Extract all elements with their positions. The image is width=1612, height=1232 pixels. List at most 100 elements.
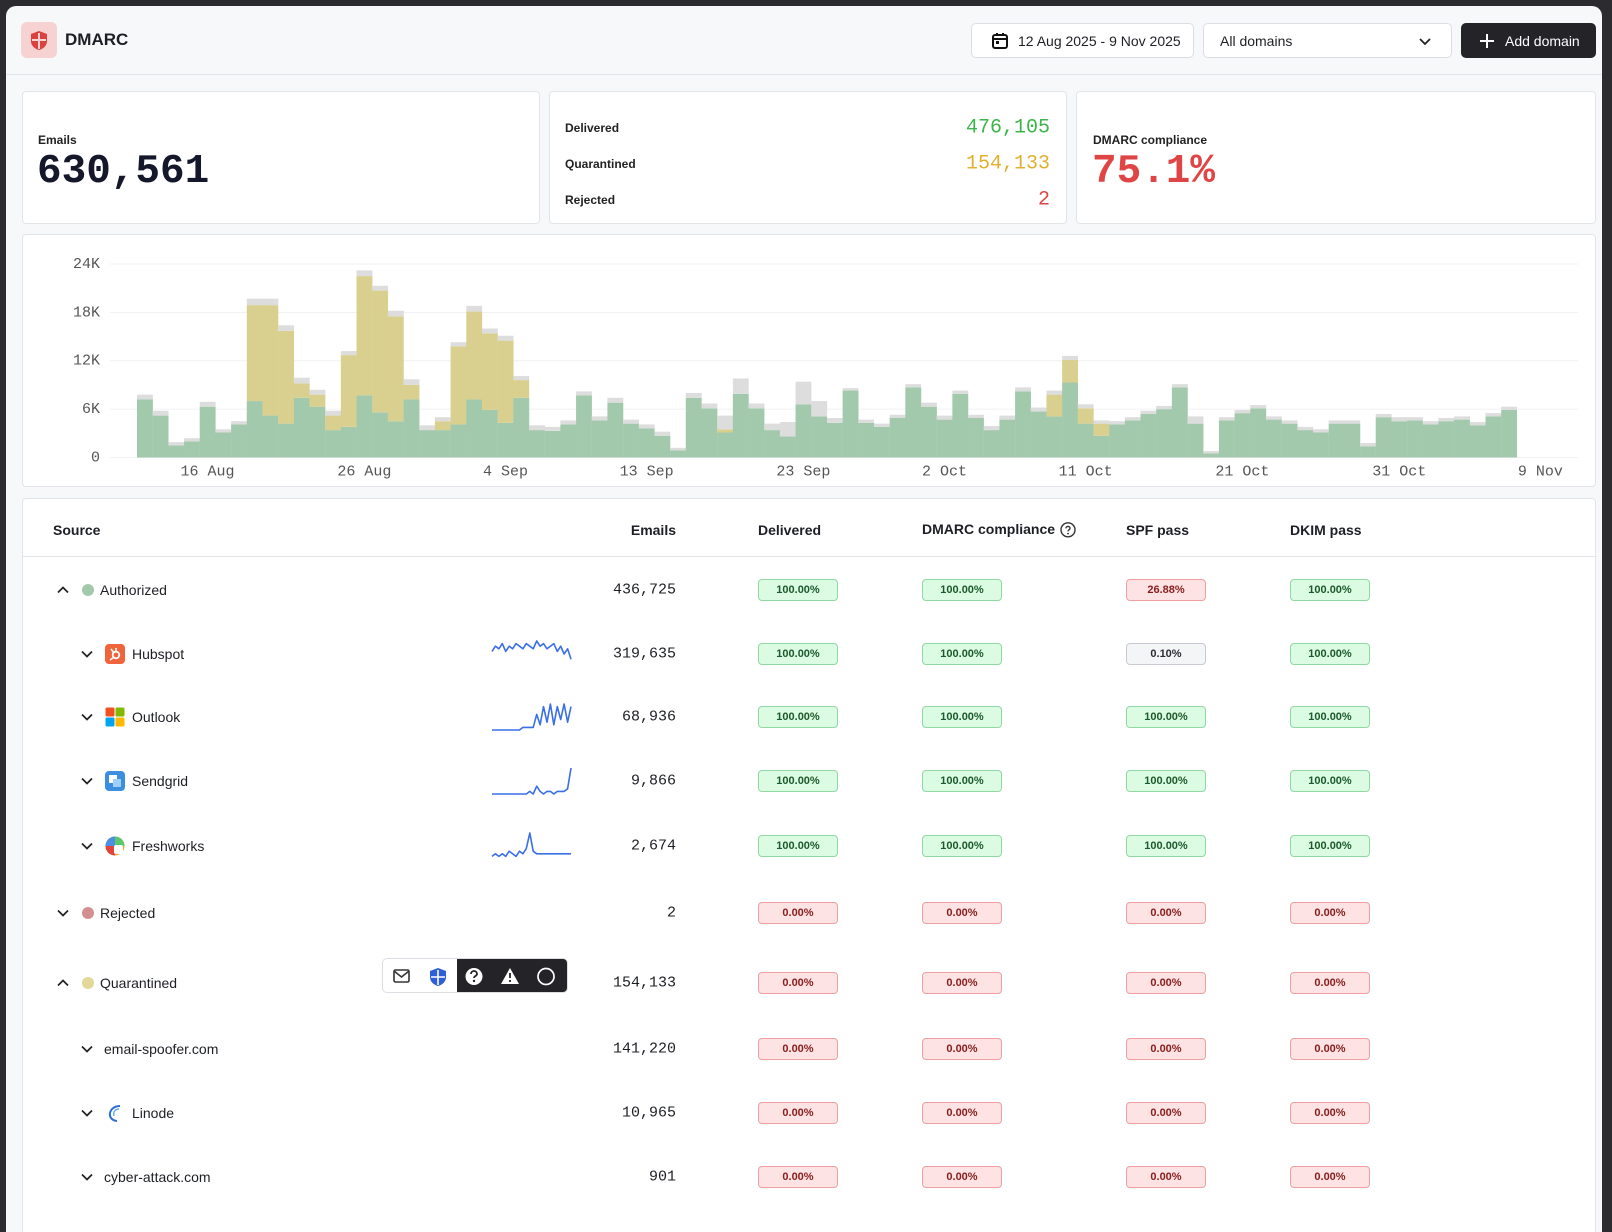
x-tick-label: 23 Sep bbox=[776, 463, 830, 480]
bar-segment bbox=[1485, 413, 1502, 417]
bar-segment bbox=[340, 351, 357, 356]
bar-segment bbox=[1109, 421, 1126, 425]
bar-segment bbox=[1062, 382, 1078, 458]
sparkline bbox=[491, 832, 571, 858]
bar-segment bbox=[1265, 419, 1282, 458]
bar-segment bbox=[1140, 410, 1157, 414]
icon-part bbox=[115, 836, 125, 846]
bar-segment bbox=[999, 419, 1016, 458]
expand-toggle[interactable] bbox=[79, 1041, 95, 1057]
bar-segment bbox=[387, 316, 404, 422]
email-count: 319,635 bbox=[612, 645, 676, 663]
rate-badge: 0.00% bbox=[1290, 1166, 1370, 1188]
bar-segment bbox=[1407, 417, 1423, 421]
bar-segment bbox=[717, 432, 734, 458]
bar-segment bbox=[309, 394, 326, 407]
rate-badge: 26.88% bbox=[1126, 579, 1206, 601]
x-tick-label: 13 Sep bbox=[620, 463, 674, 480]
bar-segment bbox=[403, 379, 420, 385]
stat-value: 75.1% bbox=[1092, 149, 1216, 195]
bar-segment bbox=[968, 417, 984, 458]
bar-segment bbox=[466, 311, 483, 400]
source-name: cyber-attack.com bbox=[104, 1169, 211, 1185]
source-name: Outlook bbox=[132, 709, 181, 725]
expand-toggle[interactable] bbox=[79, 1169, 95, 1185]
chevron bbox=[57, 979, 69, 987]
bar-segment bbox=[1171, 387, 1188, 458]
app-title: DMARC bbox=[65, 30, 129, 49]
help-icon[interactable] bbox=[1059, 521, 1077, 539]
bar-segment bbox=[779, 422, 796, 437]
bar-segment bbox=[246, 298, 263, 306]
help-circle bbox=[1060, 522, 1076, 538]
expand-toggle[interactable] bbox=[79, 646, 95, 662]
chevron bbox=[81, 1045, 93, 1053]
bar-segment bbox=[748, 408, 765, 458]
bar-segment bbox=[905, 387, 922, 458]
logo[interactable] bbox=[21, 22, 57, 58]
rate-badge: 0.00% bbox=[1290, 972, 1370, 994]
bar-segment bbox=[638, 428, 655, 458]
bar-segment bbox=[325, 430, 342, 458]
bar-segment bbox=[262, 415, 279, 458]
bar-segment bbox=[999, 415, 1016, 420]
bar-segment bbox=[1203, 453, 1220, 458]
bar-segment bbox=[1250, 405, 1267, 409]
bar-segment bbox=[450, 424, 467, 458]
bar-segment bbox=[795, 404, 812, 458]
bar-segment bbox=[936, 415, 953, 420]
icon-part bbox=[114, 845, 123, 854]
rate-badge: 0.00% bbox=[758, 902, 838, 924]
sparkline bbox=[492, 703, 572, 731]
icon-bg bbox=[105, 644, 125, 664]
rate-badge: 0.00% bbox=[922, 902, 1002, 924]
icon-part bbox=[115, 707, 125, 717]
icon-part bbox=[113, 1108, 120, 1117]
bar-segment bbox=[309, 406, 326, 458]
ignore-action[interactable] bbox=[537, 967, 555, 986]
bar-segment bbox=[889, 414, 906, 418]
bar-segment bbox=[1093, 435, 1110, 458]
rate-badge: 100.00% bbox=[1290, 835, 1370, 857]
bar-segment bbox=[434, 430, 451, 458]
expand-toggle[interactable] bbox=[79, 709, 95, 725]
icon-part bbox=[105, 717, 115, 727]
source-icon bbox=[105, 707, 125, 727]
bar-segment bbox=[764, 430, 781, 458]
expand-toggle[interactable] bbox=[79, 1105, 95, 1121]
bar-segment bbox=[1046, 390, 1063, 395]
domain-select-value: All domains bbox=[1220, 32, 1293, 49]
bar-segment bbox=[795, 381, 812, 405]
mail-action[interactable] bbox=[393, 969, 410, 983]
help-action[interactable] bbox=[465, 968, 483, 985]
warning-action[interactable] bbox=[501, 968, 519, 984]
bar-segment bbox=[1077, 408, 1094, 424]
source-name: Hubspot bbox=[132, 646, 185, 662]
expand-toggle[interactable] bbox=[55, 905, 71, 921]
stat-label: Delivered bbox=[565, 121, 620, 135]
bar-segment bbox=[184, 441, 200, 458]
icon-part bbox=[111, 650, 121, 660]
rate-badge: 100.00% bbox=[922, 579, 1002, 601]
expand-toggle[interactable] bbox=[79, 773, 95, 789]
bar-segment bbox=[309, 389, 326, 395]
email-count: 154,133 bbox=[612, 974, 676, 992]
bar-segment bbox=[450, 342, 467, 347]
y-tick-label: 12K bbox=[73, 353, 100, 370]
rate-badge: 100.00% bbox=[758, 643, 838, 665]
shield-action[interactable] bbox=[430, 968, 446, 986]
x-tick-label: 31 Oct bbox=[1372, 463, 1426, 480]
add-domain-button[interactable]: Add domain bbox=[1461, 23, 1596, 58]
expand-toggle[interactable] bbox=[55, 582, 71, 598]
expand-toggle[interactable] bbox=[55, 975, 71, 991]
icon-part bbox=[109, 648, 117, 661]
email-count: 10,965 bbox=[621, 1104, 676, 1122]
date-range-button[interactable]: 12 Aug 2025 - 9 Nov 2025 bbox=[971, 23, 1194, 58]
expand-toggle[interactable] bbox=[79, 838, 95, 854]
bar-segment bbox=[278, 423, 294, 458]
bar-segment bbox=[1375, 417, 1392, 458]
source-name: email-spoofer.com bbox=[104, 1041, 219, 1057]
domain-select[interactable]: All domains bbox=[1203, 23, 1452, 58]
bar-segment bbox=[1281, 420, 1298, 424]
bar-segment bbox=[544, 426, 561, 431]
